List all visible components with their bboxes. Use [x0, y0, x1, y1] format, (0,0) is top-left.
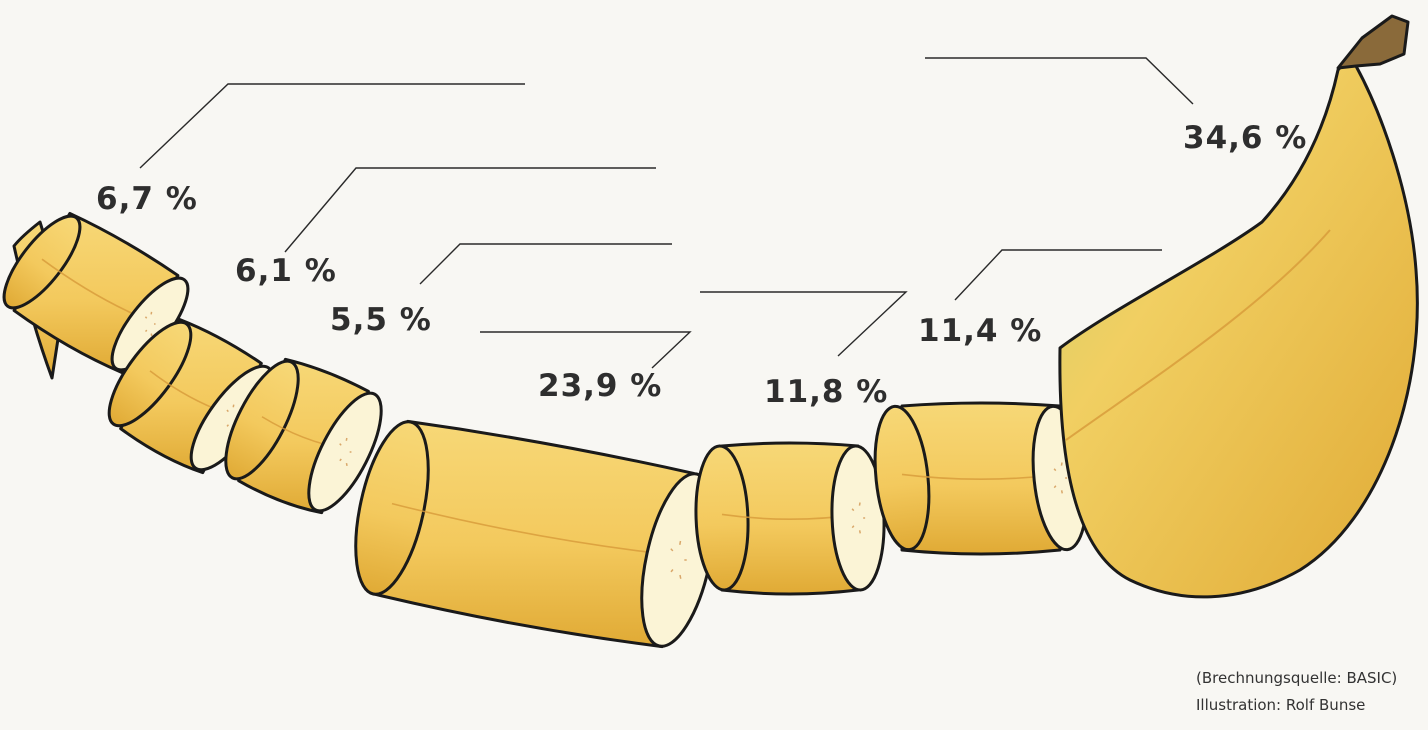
banana-stem [1338, 16, 1408, 68]
percentage-label: 11,4 % [918, 313, 1042, 349]
seed-mark [145, 317, 146, 318]
seed-mark [346, 463, 347, 466]
percentage-label: 5,5 % [330, 302, 432, 338]
leader-line [925, 58, 1193, 104]
leader-line [955, 250, 1162, 300]
seed-mark [860, 530, 861, 533]
leader-line [420, 244, 672, 284]
seed-mark [680, 541, 681, 545]
seed-mark [859, 502, 860, 505]
seed-mark [146, 330, 147, 332]
seed-mark [680, 575, 681, 579]
seed-mark [1062, 490, 1063, 493]
seed-mark [227, 425, 228, 427]
leader-line [285, 168, 656, 252]
percentage-label: 6,7 % [96, 181, 198, 217]
percentage-label: 11,8 % [764, 374, 888, 410]
percentage-label: 6,1 % [235, 253, 337, 289]
seed-mark [227, 410, 228, 412]
seed-mark [1061, 462, 1062, 465]
leader-line [480, 332, 690, 368]
illustration-credit: Illustration: Rolf Bunse [1196, 696, 1365, 714]
source-credit: (Brechnungsquelle: BASIC) [1196, 669, 1397, 687]
percentage-label: 34,6 % [1183, 120, 1307, 156]
leader-line [700, 292, 906, 356]
percentage-label: 23,9 % [538, 368, 662, 404]
leader-line [140, 84, 525, 168]
